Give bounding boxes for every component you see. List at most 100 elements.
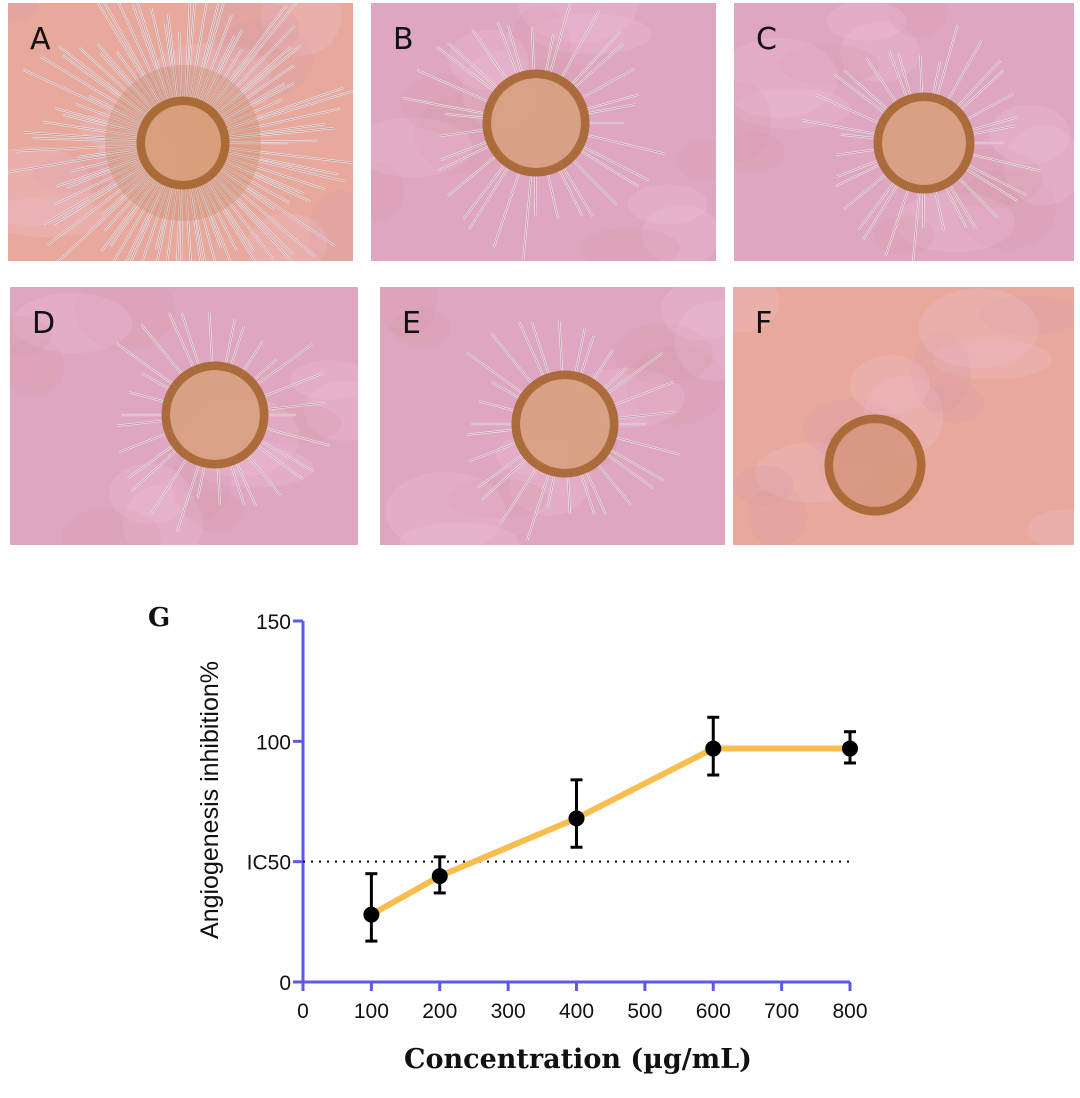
micrograph-image-b — [371, 3, 716, 261]
micrograph-texture — [956, 169, 1056, 250]
micrograph-texture — [887, 3, 948, 39]
micrograph-texture — [371, 161, 405, 222]
vessel-sprouts — [8, 3, 353, 261]
y-tick-label: IC50 — [247, 852, 291, 875]
micrograph-texture — [627, 184, 708, 225]
micrograph-image-f — [733, 287, 1074, 545]
micrograph-texture — [918, 288, 1039, 369]
micrograph-texture — [290, 359, 358, 400]
micrograph-texture — [8, 3, 38, 23]
micrograph-texture — [304, 380, 358, 441]
micrograph-texture — [747, 486, 808, 545]
micrograph-texture — [1003, 125, 1074, 206]
micrograph-texture — [895, 192, 1015, 253]
micrograph-texture — [911, 332, 972, 413]
micrograph-texture — [510, 6, 571, 87]
micrograph-texture — [734, 81, 771, 162]
y-tick-label: 100 — [256, 731, 291, 754]
panel-label-e: E — [402, 306, 421, 341]
micrograph-texture — [924, 383, 985, 424]
data-point — [705, 740, 722, 757]
explant-ring — [824, 414, 926, 516]
vessel-sprouts — [401, 3, 666, 260]
explant-ring — [136, 96, 230, 190]
micrograph-texture — [674, 301, 725, 382]
micrograph-texture — [840, 22, 921, 83]
micrograph-texture — [579, 228, 680, 261]
micrograph-image-c — [734, 3, 1074, 261]
data-point — [363, 906, 380, 923]
data-point — [842, 740, 858, 757]
y-axis-label: Angiogenesis inhibition% — [196, 661, 224, 939]
micrograph-texture — [826, 3, 907, 42]
explant-ring — [511, 370, 619, 478]
explant-ring — [873, 92, 975, 194]
micrograph-texture — [641, 205, 716, 261]
micrograph-texture — [60, 507, 161, 545]
micrograph-texture — [518, 3, 638, 43]
x-tick-label: 100 — [354, 1000, 389, 1023]
panel-label-a: A — [30, 22, 51, 57]
x-tick-label: 800 — [832, 1000, 867, 1023]
explant-core — [882, 101, 966, 185]
micrograph-texture — [733, 287, 780, 333]
micrograph-texture — [849, 355, 930, 416]
micrograph-texture — [10, 316, 51, 357]
y-tick-label: 150 — [256, 611, 291, 634]
micrograph-texture — [391, 308, 452, 349]
explant-core — [145, 105, 221, 181]
vessel-sprouts — [802, 24, 1042, 261]
micrograph-texture — [10, 336, 65, 397]
micrograph-texture — [660, 287, 725, 341]
micrograph-texture — [261, 3, 342, 56]
explant-ring — [161, 361, 269, 469]
micrograph-texture — [932, 339, 1053, 380]
micrograph-texture — [309, 190, 353, 261]
micrograph-panel-b: B — [371, 3, 716, 261]
micrograph-texture — [199, 3, 300, 59]
micrograph-panel-c: C — [734, 3, 1074, 261]
micrograph-image-a — [8, 3, 353, 261]
x-tick-label: 300 — [491, 1000, 526, 1023]
data-point — [431, 868, 448, 885]
micrograph-texture — [1027, 509, 1074, 545]
micrograph-texture — [675, 140, 716, 181]
micrograph-panel-f: F — [733, 287, 1074, 545]
micrograph-texture — [779, 44, 880, 85]
micrograph-panel-d: D — [10, 287, 358, 545]
explant-core — [520, 379, 610, 469]
micrograph-texture — [12, 293, 133, 354]
micrograph-image-e — [380, 287, 725, 545]
y-tick-label: 0 — [279, 972, 291, 995]
panel-label-d: D — [32, 306, 56, 341]
micrograph-texture — [626, 345, 725, 426]
x-tick-label: 600 — [696, 1000, 731, 1023]
data-point — [568, 810, 585, 827]
x-axis-label: Concentration (µg/mL) — [404, 1044, 752, 1075]
micrograph-texture — [385, 471, 506, 545]
micrograph-texture — [371, 117, 473, 178]
x-tick-label: 500 — [627, 1000, 662, 1023]
explant-core — [491, 78, 581, 168]
micrograph-texture — [380, 287, 438, 338]
explant-core — [170, 370, 260, 460]
explant-ring — [482, 69, 590, 177]
micrograph-texture — [448, 29, 529, 90]
series-line — [369, 745, 850, 918]
micrograph-texture — [734, 132, 785, 173]
micrograph-texture — [734, 37, 839, 118]
x-tick-label: 200 — [422, 1000, 457, 1023]
x-tick-label: 700 — [764, 1000, 799, 1023]
micrograph-texture — [733, 465, 794, 506]
panel-label-g: G — [148, 603, 170, 633]
micrograph-texture — [400, 73, 501, 134]
micrograph-texture — [8, 146, 93, 227]
explant-core — [833, 423, 917, 507]
x-tick-label: 0 — [297, 1000, 309, 1023]
micrograph-texture — [399, 522, 520, 545]
micrograph-texture — [185, 491, 246, 532]
micrograph-image-d — [10, 287, 358, 545]
micrograph-texture — [979, 295, 1074, 336]
panel-label-f: F — [755, 306, 773, 341]
